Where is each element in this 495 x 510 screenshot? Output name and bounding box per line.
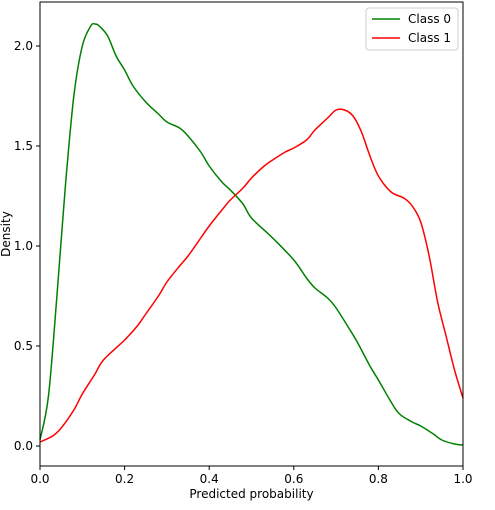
x-tick-label: 0.2 xyxy=(115,472,134,486)
x-axis-label: Predicted probability xyxy=(189,487,313,501)
plot-frame xyxy=(39,1,464,467)
y-axis-label: Density xyxy=(0,211,13,257)
series-line-class-1 xyxy=(39,108,464,443)
series-line-class-0 xyxy=(39,22,464,446)
x-tick-label: 0.6 xyxy=(284,472,303,486)
y-axis: 0.0 0.5 1.0 1.5 2.0 xyxy=(14,39,40,453)
x-tick-label: 1.0 xyxy=(453,472,472,486)
legend-label-class-0: Class 0 xyxy=(408,12,451,26)
x-tick-label: 0.0 xyxy=(30,472,49,486)
y-tick-label: 1.0 xyxy=(14,239,33,253)
x-tick-label: 0.4 xyxy=(200,472,219,486)
x-tick-label: 0.8 xyxy=(369,472,388,486)
legend-label-class-1: Class 1 xyxy=(408,31,451,45)
y-tick-label: 0.0 xyxy=(14,439,33,453)
y-tick-label: 2.0 xyxy=(14,39,33,53)
y-tick-label: 1.5 xyxy=(14,139,33,153)
x-axis: 0.0 0.2 0.4 0.6 0.8 1.0 xyxy=(30,466,473,486)
legend: Class 0 Class 1 xyxy=(365,7,459,51)
y-tick-label: 0.5 xyxy=(14,339,33,353)
series-layer xyxy=(39,22,464,446)
